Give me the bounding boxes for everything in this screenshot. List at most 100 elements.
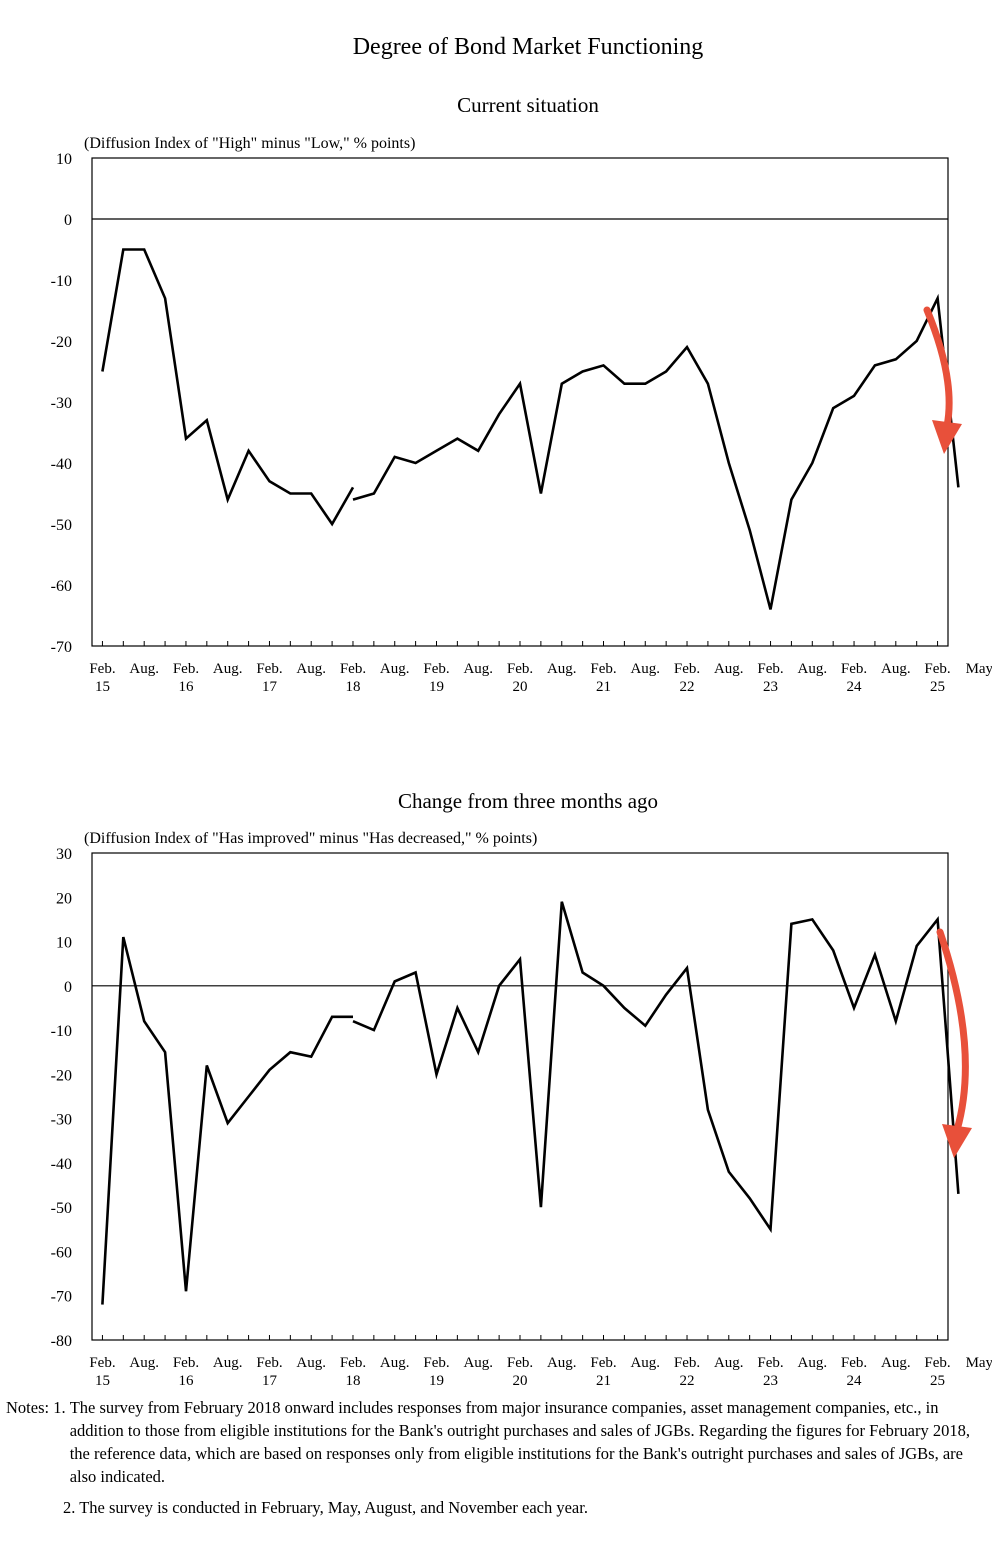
note-1-prefix: Notes: 1. — [6, 1398, 70, 1417]
x-tick-label: Feb. — [590, 1355, 616, 1371]
x-tick-label: Aug. — [881, 661, 911, 677]
x-tick-label: Feb. — [674, 661, 700, 677]
x-tick-label-year: 17 — [262, 1373, 278, 1389]
y-tick-label: 0 — [64, 979, 72, 996]
x-tick-label-year: 25 — [930, 679, 945, 695]
x-tick-label-year: 19 — [429, 1373, 444, 1389]
x-tick-label: Feb. — [924, 661, 950, 677]
x-tick-label: Aug. — [129, 1355, 159, 1371]
main-title: Degree of Bond Market Functioning — [352, 34, 704, 60]
x-tick-label-year: 20 — [513, 679, 528, 695]
x-tick-label-year: 19 — [429, 679, 444, 695]
y-tick-label: -70 — [51, 639, 72, 656]
y-axis-label: (Diffusion Index of "High" minus "Low," … — [84, 135, 415, 152]
x-tick-label: Aug. — [296, 1355, 326, 1371]
x-tick-label: Aug. — [714, 661, 744, 677]
y-tick-label: -30 — [51, 395, 72, 412]
x-tick-label: Feb. — [89, 661, 115, 677]
y-tick-label: -80 — [51, 1333, 72, 1350]
x-tick-label: Aug. — [213, 1355, 243, 1371]
y-tick-label: -20 — [51, 1067, 72, 1084]
x-tick-label: Aug. — [547, 1355, 577, 1371]
x-tick-label: Feb. — [256, 1355, 282, 1371]
chart-current-situation: Current situation (Diffusion Index of "Hi… — [51, 93, 992, 695]
x-tick-label-year: 22 — [680, 1373, 695, 1389]
x-tick-label: Feb. — [841, 1355, 867, 1371]
y-tick-label: -40 — [51, 1156, 72, 1173]
x-tick-label: May — [966, 1355, 992, 1371]
chart-change-from-three-months-ago: Change from three months ago (Diffusion I… — [51, 789, 992, 1389]
y-tick-label: -40 — [51, 456, 72, 473]
series-line-1 — [101, 248, 355, 527]
x-tick-label-year: 23 — [763, 679, 778, 695]
note-2-text: 2. The survey is conducted in February, … — [63, 1498, 588, 1517]
x-tick-label-year: 15 — [95, 1373, 110, 1389]
x-tick-label-year: 22 — [680, 679, 695, 695]
down-arrow-annotation — [923, 306, 962, 454]
y-tick-label: 0 — [64, 212, 72, 229]
x-tick-label: Aug. — [380, 661, 410, 677]
x-tick-label-year: 23 — [763, 1373, 778, 1389]
x-tick-label: Feb. — [507, 1355, 533, 1371]
x-tick-label: Aug. — [630, 1355, 660, 1371]
notes: Notes: 1. The survey from February 2018 … — [6, 1396, 976, 1519]
y-tick-label: 10 — [56, 935, 72, 952]
x-tick-label-year: 24 — [847, 679, 863, 695]
plot-frame — [91, 852, 949, 1341]
x-tick-label: Aug. — [714, 1355, 744, 1371]
y-tick-label: -10 — [51, 1023, 72, 1040]
x-tick-label: Feb. — [423, 661, 449, 677]
x-tick-label-year: 18 — [345, 679, 360, 695]
y-tick-label: -10 — [51, 273, 72, 290]
x-tick-label: Feb. — [423, 1355, 449, 1371]
x-tick-label: Aug. — [380, 1355, 410, 1371]
y-tick-label: 20 — [56, 890, 72, 907]
series-line-1 — [101, 936, 353, 1305]
x-tick-label-year: 20 — [513, 1373, 528, 1389]
x-tick-label-year: 15 — [95, 679, 110, 695]
x-tick-label: Feb. — [841, 661, 867, 677]
y-tick-label: 30 — [56, 846, 72, 863]
x-tick-label-year: 16 — [178, 679, 194, 695]
x-tick-label-year: 18 — [345, 1373, 360, 1389]
series-line-2 — [352, 293, 960, 610]
x-tick-label: Feb. — [340, 661, 366, 677]
x-tick-label-year: 24 — [847, 1373, 863, 1389]
x-tick-label: Feb. — [89, 1355, 115, 1371]
x-tick-label: Aug. — [463, 661, 493, 677]
y-tick-label: -70 — [51, 1289, 72, 1306]
x-tick-label: Feb. — [173, 661, 199, 677]
x-tick-label: Aug. — [630, 661, 660, 677]
x-tick-label: Feb. — [757, 1355, 783, 1371]
x-tick-label-year: 21 — [596, 1373, 611, 1389]
note-1-text: The survey from February 2018 onward inc… — [69, 1398, 970, 1486]
x-tick-label-year: 25 — [930, 1373, 945, 1389]
x-tick-label: Aug. — [463, 1355, 493, 1371]
x-tick-label: Aug. — [797, 661, 827, 677]
y-tick-label: 10 — [56, 151, 72, 168]
x-tick-label-year: 21 — [596, 679, 611, 695]
x-tick-label: Feb. — [590, 661, 616, 677]
chart-title: Change from three months ago — [398, 789, 658, 813]
down-arrow-annotation — [936, 928, 972, 1158]
x-tick-label: Feb. — [757, 661, 783, 677]
x-tick-label: Aug. — [213, 661, 243, 677]
x-tick-label: Feb. — [924, 1355, 950, 1371]
x-tick-label: Aug. — [797, 1355, 827, 1371]
x-tick-label: Feb. — [507, 661, 533, 677]
y-tick-label: -30 — [51, 1112, 72, 1129]
y-tick-label: -60 — [51, 578, 72, 595]
x-tick-label-year: 17 — [262, 679, 278, 695]
x-tick-label: Aug. — [881, 1355, 911, 1371]
series-line-2 — [352, 901, 960, 1234]
x-tick-label: Aug. — [296, 661, 326, 677]
y-tick-label: -50 — [51, 517, 72, 534]
x-tick-label: May — [966, 661, 992, 677]
x-tick-label: Feb. — [173, 1355, 199, 1371]
plot-frame — [91, 157, 949, 647]
y-tick-label: -60 — [51, 1244, 72, 1261]
x-tick-label: Feb. — [674, 1355, 700, 1371]
note-1: Notes: 1. The survey from February 2018 … — [6, 1396, 976, 1488]
x-tick-label-year: 16 — [178, 1373, 194, 1389]
x-tick-label: Aug. — [129, 661, 159, 677]
